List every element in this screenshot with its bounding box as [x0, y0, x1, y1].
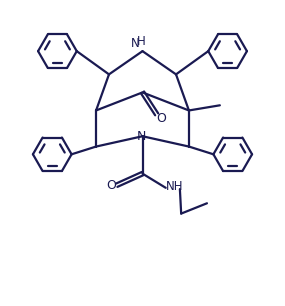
Text: N: N [137, 130, 146, 143]
Text: O: O [106, 179, 116, 192]
Text: NH: NH [166, 180, 184, 193]
Text: O: O [156, 112, 166, 125]
Text: H: H [137, 35, 146, 48]
Text: N: N [131, 37, 140, 50]
